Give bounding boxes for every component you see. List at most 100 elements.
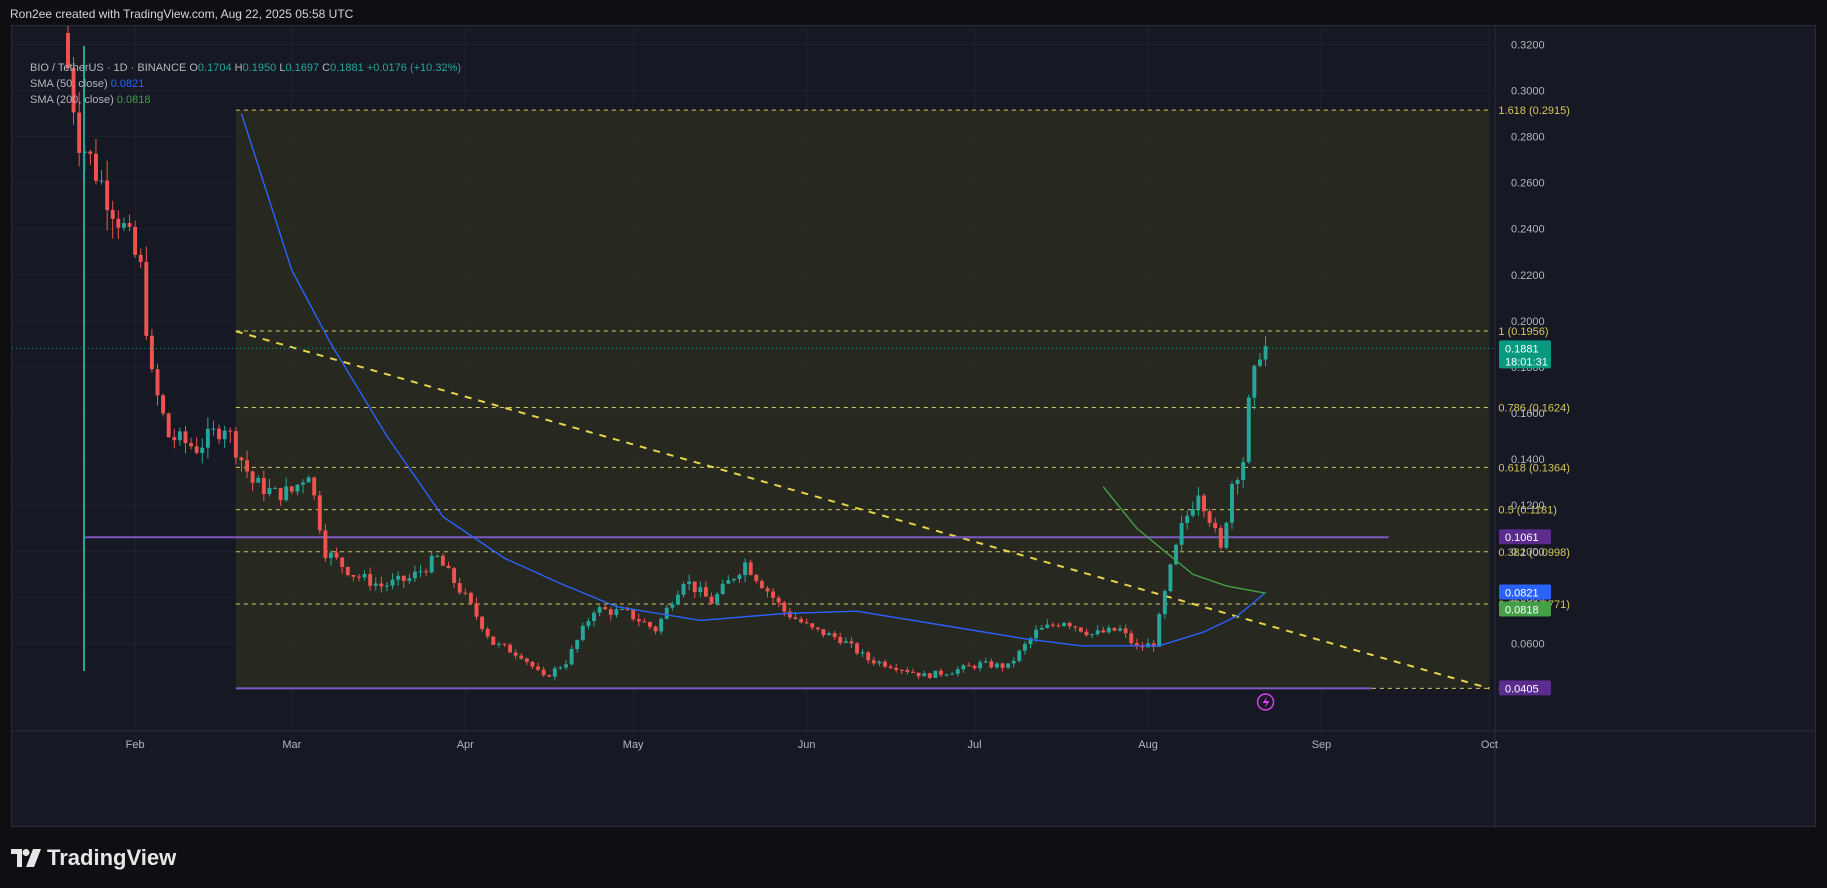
legend-low-value: 0.1697 (285, 62, 320, 74)
fib-level-label: 0.5 (0.1181) (1498, 505, 1557, 517)
candle-body (1112, 627, 1117, 631)
candle-body (284, 486, 289, 501)
candle-body (692, 581, 697, 593)
chart-legend: BIO / TetherUS · 1D · BINANCE O0.1704 H0… (30, 60, 461, 108)
candle-body (172, 437, 177, 441)
candle-body (614, 609, 619, 615)
candle-body (787, 611, 792, 618)
legend-ohlc-row: BIO / TetherUS · 1D · BINANCE O0.1704 H0… (30, 60, 461, 76)
candle-body (513, 652, 518, 656)
candle-body (446, 565, 451, 569)
price-chart[interactable]: 1.618 (0.2915)1 (0.1956)0.786 (0.1624)0.… (12, 26, 1817, 828)
candle-body (597, 607, 602, 613)
candle-body (1257, 359, 1262, 366)
candle-body (1062, 622, 1067, 627)
candle-body (698, 587, 703, 593)
candle-body (407, 578, 412, 582)
fib-zone-background (235, 110, 1490, 689)
event-flash-icon[interactable] (1256, 693, 1275, 711)
candle-body (1011, 660, 1016, 664)
candle-body (715, 593, 720, 605)
candle-body (1235, 479, 1240, 485)
candle-body (1252, 365, 1257, 398)
legend-symbol[interactable]: BIO / TetherUS · 1D · BINANCE (30, 62, 187, 74)
candle-body (1140, 646, 1145, 648)
candle-body (966, 665, 971, 667)
candle-body (418, 571, 423, 573)
candle-body (625, 609, 630, 611)
candle-body (1073, 626, 1078, 628)
candle-body (1246, 397, 1251, 462)
candle-body (345, 566, 350, 576)
candle-body (424, 571, 429, 573)
candle-body (888, 666, 893, 668)
candle-body (687, 581, 692, 584)
candle-body (329, 552, 333, 559)
candle-body (799, 618, 804, 623)
candle-body (1022, 644, 1027, 651)
candle-body (200, 447, 205, 453)
candle-body (860, 652, 865, 654)
candle-body (1190, 508, 1195, 516)
candle-body (849, 641, 854, 644)
candle-body (754, 574, 759, 582)
candle-body (743, 562, 748, 575)
price-tag (1499, 601, 1551, 617)
candle-body (1218, 528, 1223, 548)
candle-body (659, 618, 664, 632)
legend-sma50-row[interactable]: SMA (50, close) 0.0821 (30, 76, 461, 92)
candle-body (855, 643, 859, 654)
candle-body (927, 673, 932, 678)
candle-body (933, 670, 938, 678)
candle-body (832, 633, 837, 638)
candle-body (323, 530, 328, 559)
price-tag-label: 0.1061 (1505, 532, 1539, 544)
candle-body (429, 555, 434, 573)
price-axis-tick-label: 0.1400 (1511, 454, 1545, 466)
candle-body (620, 609, 624, 611)
candle-body (1196, 495, 1201, 509)
candle-body (944, 674, 949, 676)
candle-body (894, 667, 899, 670)
candle-body (961, 665, 966, 670)
legend-change-value: +0.0176 (+10.32%) (366, 62, 462, 74)
candle-body (905, 670, 910, 672)
candle-body (491, 636, 496, 645)
candle-body (726, 580, 731, 584)
candle-body (116, 218, 121, 228)
candle-body (681, 583, 686, 595)
candle-body (675, 594, 680, 605)
chart-panel[interactable]: 1.618 (0.2915) 1 (0.1956) 0.786 (0.1624) 0.… (11, 25, 1817, 828)
candle-body (295, 484, 300, 492)
candle-body (301, 482, 305, 485)
price-axis-tick-label: 0.2600 (1511, 178, 1545, 190)
candle-body (720, 583, 725, 594)
time-axis-tick-label: Jun (798, 739, 816, 751)
candle-body (899, 669, 904, 671)
candle-body (205, 428, 210, 448)
candle-body (810, 623, 815, 628)
time-axis-tick-label: Sep (1312, 739, 1332, 751)
time-axis-tick-label: Apr (457, 739, 474, 751)
candle-body (793, 617, 798, 619)
candle-body (189, 443, 194, 447)
candle-body (1101, 630, 1106, 633)
candle-body (642, 621, 647, 623)
candle-body (194, 446, 199, 453)
candle-body (558, 667, 563, 669)
price-axis-tick-label: 0.2200 (1511, 270, 1545, 282)
candle-body (939, 670, 943, 675)
candle-body (955, 669, 960, 674)
time-axis: Feb Mar Apr May Jun Jul Aug Sep Oct (12, 730, 1817, 751)
candle-body (569, 649, 574, 665)
legend-sma200-row[interactable]: SMA (200, close) 0.0818 (30, 92, 461, 108)
fib-level-label: 1.618 (0.2915) (1498, 105, 1570, 117)
tradingview-logo[interactable]: TradingView (11, 845, 176, 871)
candle-body (245, 460, 250, 472)
candle-body (519, 655, 524, 659)
candle-body (1162, 591, 1167, 615)
candle-body (217, 428, 222, 440)
time-axis-tick-label: Feb (126, 739, 145, 751)
candle-body (983, 661, 988, 663)
